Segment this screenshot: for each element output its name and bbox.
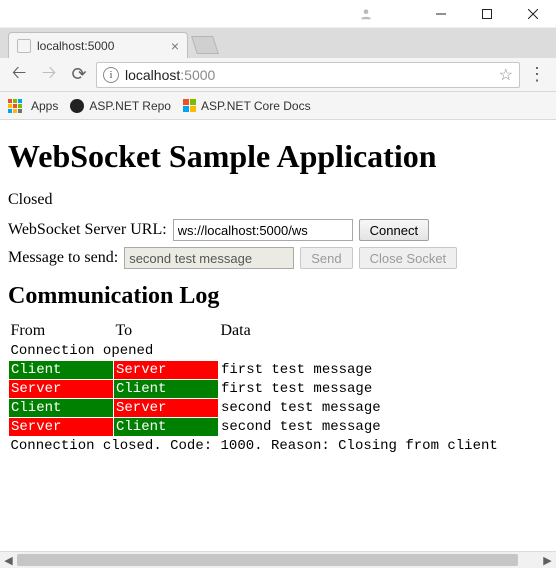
connection-status: Closed <box>8 191 548 209</box>
bookmark-aspnet-repo[interactable]: ASP.NET Repo <box>70 99 171 113</box>
table-row: ClientServersecond test message <box>9 399 504 418</box>
toolbar: 🡠 🡢 ⟳ i localhost:5000 ☆ ⋮ <box>0 58 556 92</box>
cell-to: Client <box>114 380 219 399</box>
github-icon <box>70 99 84 113</box>
bookmark-aspnet-core-docs[interactable]: ASP.NET Core Docs <box>183 99 311 113</box>
connect-button[interactable]: Connect <box>359 219 429 241</box>
col-data: Data <box>219 320 504 342</box>
bookmark-star-icon[interactable]: ☆ <box>499 65 513 85</box>
cell-data: first test message <box>219 361 504 380</box>
table-row: ClientServerfirst test message <box>9 361 504 380</box>
minimize-button[interactable] <box>418 0 464 28</box>
new-tab-button[interactable] <box>191 36 219 54</box>
table-row: ServerClientsecond test message <box>9 418 504 437</box>
close-window-button[interactable] <box>510 0 556 28</box>
send-button: Send <box>300 247 352 269</box>
tab-title: localhost:5000 <box>37 39 114 53</box>
site-info-icon[interactable]: i <box>103 67 119 83</box>
table-header-row: From To Data <box>9 320 504 342</box>
back-button[interactable]: 🡠 <box>6 62 32 88</box>
table-row: ServerClientfirst test message <box>9 380 504 399</box>
message-label: Message to send: <box>8 249 118 267</box>
cell-from: Server <box>9 380 114 399</box>
microsoft-icon <box>183 99 196 112</box>
maximize-button[interactable] <box>464 0 510 28</box>
message-input <box>124 247 294 269</box>
status-open: Connection opened <box>9 342 504 361</box>
bookmark-label: ASP.NET Core Docs <box>201 99 311 113</box>
communication-log-table: From To Data Connection opened ClientSer… <box>8 320 504 455</box>
tab-strip: localhost:5000 × <box>0 28 556 58</box>
message-row: Message to send: Send Close Socket <box>8 247 548 269</box>
apps-label: Apps <box>31 99 58 113</box>
server-url-input[interactable] <box>173 219 353 241</box>
scroll-track[interactable] <box>17 552 539 568</box>
cell-from: Server <box>9 418 114 437</box>
apps-icon <box>8 99 22 113</box>
cell-data: second test message <box>219 418 504 437</box>
horizontal-scrollbar[interactable]: ◀ ▶ <box>0 551 556 568</box>
page-title: WebSocket Sample Application <box>8 138 548 175</box>
favicon-icon <box>17 39 31 53</box>
cell-to: Client <box>114 418 219 437</box>
forward-button[interactable]: 🡢 <box>36 62 62 88</box>
col-from: From <box>9 320 114 342</box>
cell-to: Server <box>114 361 219 380</box>
user-icon[interactable] <box>354 4 378 24</box>
cell-data: first test message <box>219 380 504 399</box>
scroll-thumb[interactable] <box>17 554 518 566</box>
status-closed: Connection closed. Code: 1000. Reason: C… <box>9 437 504 456</box>
page-content: WebSocket Sample Application Closed WebS… <box>0 120 556 551</box>
cell-data: second test message <box>219 399 504 418</box>
window-titlebar <box>0 0 556 28</box>
address-bar[interactable]: i localhost:5000 ☆ <box>96 62 520 88</box>
browser-tab[interactable]: localhost:5000 × <box>8 32 188 58</box>
close-tab-icon[interactable]: × <box>171 38 179 54</box>
apps-button[interactable]: Apps <box>8 99 58 113</box>
bookmark-label: ASP.NET Repo <box>89 99 171 113</box>
reload-button[interactable]: ⟳ <box>66 62 92 88</box>
cell-from: Client <box>9 361 114 380</box>
url-rest: :5000 <box>180 67 215 83</box>
server-url-row: WebSocket Server URL: Connect <box>8 219 548 241</box>
bookmarks-bar: Apps ASP.NET Repo ASP.NET Core Docs <box>0 92 556 120</box>
url-host: localhost <box>125 67 180 83</box>
cell-to: Server <box>114 399 219 418</box>
cell-from: Client <box>9 399 114 418</box>
close-socket-button: Close Socket <box>359 247 458 269</box>
col-to: To <box>114 320 219 342</box>
server-url-label: WebSocket Server URL: <box>8 221 167 239</box>
browser-menu-button[interactable]: ⋮ <box>524 62 550 88</box>
log-heading: Communication Log <box>8 283 548 310</box>
scroll-right-icon[interactable]: ▶ <box>539 552 556 569</box>
scroll-left-icon[interactable]: ◀ <box>0 552 17 569</box>
